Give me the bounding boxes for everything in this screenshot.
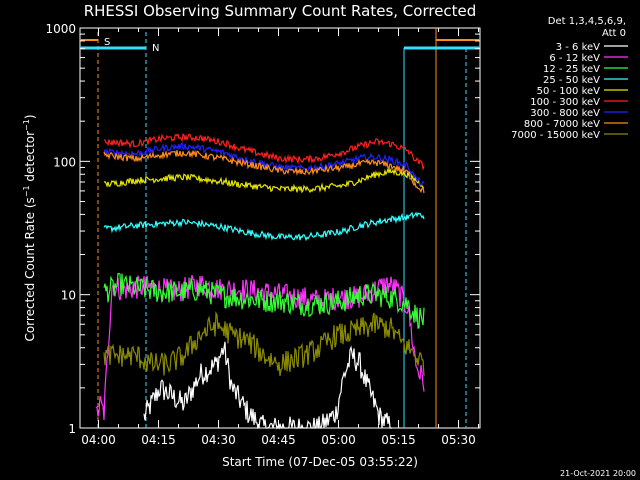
y-tick-label: 10 bbox=[61, 289, 76, 303]
y-axis-label: Corrected Count Rate (s−1 detector−1) bbox=[22, 114, 37, 341]
x-axis-label: Start Time (07-Dec-05 03:55:22) bbox=[222, 455, 418, 469]
legend-label: 7000 - 15000 keV bbox=[511, 130, 600, 141]
legend-label: 50 - 100 keV bbox=[537, 86, 601, 97]
series-line-12-25-keV bbox=[103, 273, 425, 329]
x-tick-label: 05:15 bbox=[381, 433, 416, 447]
x-axis-ticks: 04:00 04:15 04:30 04:45 05:00 05:15 05:30 bbox=[81, 28, 480, 447]
x-tick-label: 04:00 bbox=[81, 433, 116, 447]
legend-label: 12 - 25 keV bbox=[543, 64, 600, 75]
y-tick-label: 1000 bbox=[45, 22, 76, 36]
y-tick-label: 100 bbox=[53, 155, 76, 169]
series-line-300-800-keV bbox=[103, 141, 425, 186]
legend-header-line2: Att 0 bbox=[602, 28, 626, 39]
x-tick-label: 05:30 bbox=[441, 433, 476, 447]
plot-frame bbox=[79, 27, 481, 429]
series-line-3-6-keV bbox=[143, 341, 392, 430]
series-line-7000-15000-keV bbox=[103, 311, 425, 377]
y-tick-label: 1 bbox=[68, 422, 76, 436]
legend-label: 3 - 6 keV bbox=[556, 42, 600, 53]
legend-label: 300 - 800 keV bbox=[530, 108, 600, 119]
series-line-50-100-keV bbox=[103, 167, 425, 194]
x-tick-label: 04:30 bbox=[201, 433, 236, 447]
legend-label: 800 - 7000 keV bbox=[524, 119, 600, 130]
series-line-800-7000-keV bbox=[103, 149, 425, 194]
date-stamp: 21-Oct-2021 20:00 bbox=[560, 469, 636, 478]
chart-title: RHESSI Observing Summary Count Rates, Co… bbox=[84, 2, 477, 20]
series-line-25-50-keV bbox=[103, 211, 425, 242]
legend-header-line1: Det 1,3,4,5,6,9, bbox=[548, 16, 626, 27]
legend-label: 100 - 300 keV bbox=[530, 97, 600, 108]
series-layer bbox=[95, 132, 425, 430]
legend-label: 6 - 12 keV bbox=[549, 53, 600, 64]
saa-marker-label: S bbox=[104, 37, 110, 48]
series-line-100-300-keV bbox=[103, 132, 425, 171]
y-axis-ticks: 1 10 100 1000 bbox=[45, 22, 480, 436]
x-tick-label: 04:15 bbox=[141, 433, 176, 447]
x-tick-label: 04:45 bbox=[261, 433, 296, 447]
night-marker-label: N bbox=[152, 43, 159, 54]
x-tick-label: 05:00 bbox=[321, 433, 356, 447]
legend-label: 25 - 50 keV bbox=[543, 75, 600, 86]
